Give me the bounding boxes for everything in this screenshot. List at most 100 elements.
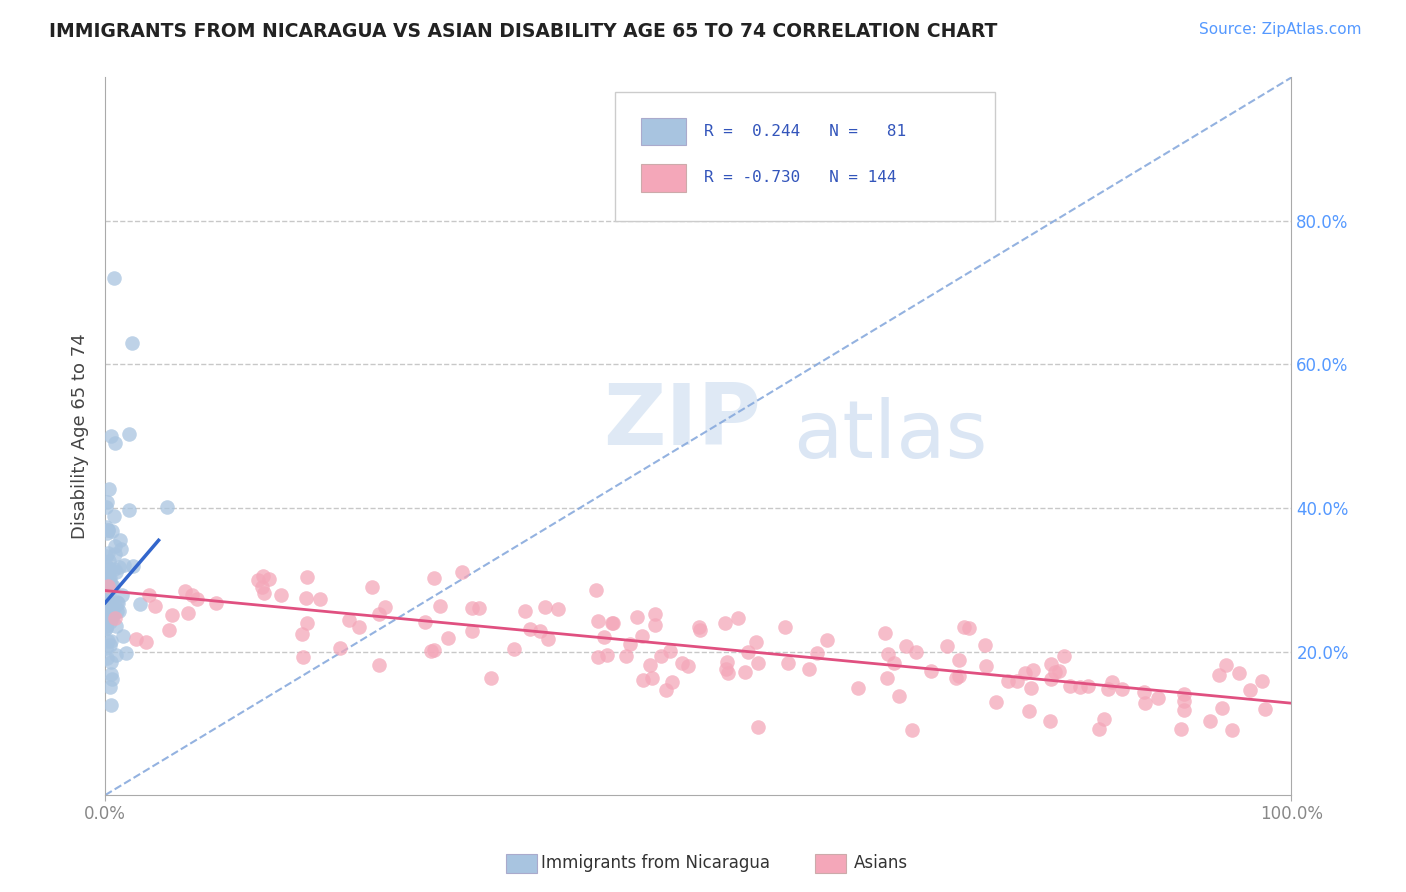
Point bbox=[655, 682, 678, 697]
Text: ZIP: ZIP bbox=[603, 380, 761, 464]
Point bbox=[644, 618, 666, 632]
Point bbox=[97, 554, 120, 568]
Point bbox=[1133, 685, 1156, 699]
Point bbox=[1239, 683, 1261, 698]
Point bbox=[105, 594, 128, 608]
Point bbox=[1211, 701, 1233, 715]
Point bbox=[270, 588, 292, 602]
Point bbox=[1007, 673, 1029, 688]
Point bbox=[671, 657, 693, 671]
Point bbox=[97, 594, 120, 608]
Point bbox=[413, 615, 436, 630]
Point bbox=[1173, 687, 1195, 701]
Point bbox=[773, 620, 796, 634]
Point bbox=[644, 607, 666, 621]
Point bbox=[104, 610, 127, 624]
Point bbox=[952, 620, 974, 634]
Point bbox=[100, 597, 122, 611]
Point bbox=[502, 642, 524, 657]
Point bbox=[1069, 681, 1091, 695]
Point bbox=[537, 632, 560, 646]
Y-axis label: Disability Age 65 to 74: Disability Age 65 to 74 bbox=[72, 334, 89, 539]
Point bbox=[1039, 672, 1062, 686]
Point bbox=[96, 574, 118, 588]
Point bbox=[96, 494, 118, 508]
Point bbox=[368, 658, 391, 673]
Point bbox=[593, 630, 616, 644]
Point bbox=[776, 657, 799, 671]
Point bbox=[883, 656, 905, 670]
Point bbox=[253, 586, 276, 600]
Point bbox=[104, 539, 127, 553]
Point bbox=[747, 657, 769, 671]
Point bbox=[135, 635, 157, 649]
Text: Immigrants from Nicaragua: Immigrants from Nicaragua bbox=[541, 854, 770, 871]
Text: IMMIGRANTS FROM NICARAGUA VS ASIAN DISABILITY AGE 65 TO 74 CORRELATION CHART: IMMIGRANTS FROM NICARAGUA VS ASIAN DISAB… bbox=[49, 22, 998, 41]
Point bbox=[112, 629, 135, 643]
Text: R =  0.244   N =   81: R = 0.244 N = 81 bbox=[704, 124, 907, 139]
Point bbox=[534, 600, 557, 615]
Point bbox=[108, 604, 131, 618]
Point bbox=[420, 643, 443, 657]
Point bbox=[104, 436, 127, 450]
Point bbox=[1039, 714, 1062, 729]
Point bbox=[98, 585, 121, 599]
Point bbox=[479, 671, 502, 685]
Point bbox=[1199, 714, 1222, 729]
Point bbox=[717, 665, 740, 680]
Point bbox=[1059, 679, 1081, 693]
Point bbox=[461, 624, 484, 639]
Point bbox=[714, 616, 737, 631]
Point bbox=[138, 588, 160, 602]
Point bbox=[329, 640, 352, 655]
Point bbox=[602, 616, 624, 631]
Point bbox=[160, 608, 183, 623]
Point bbox=[631, 629, 654, 643]
Point bbox=[98, 573, 121, 587]
Point bbox=[641, 671, 664, 685]
Point bbox=[107, 560, 129, 574]
Point bbox=[374, 600, 396, 615]
Point bbox=[180, 588, 202, 602]
Point bbox=[461, 601, 484, 615]
Point bbox=[97, 595, 120, 609]
Point bbox=[96, 640, 118, 655]
Point bbox=[100, 655, 122, 669]
Point bbox=[368, 607, 391, 621]
Point bbox=[97, 610, 120, 624]
Point bbox=[1077, 679, 1099, 693]
Point bbox=[846, 681, 869, 695]
Point bbox=[1173, 702, 1195, 716]
Point bbox=[96, 595, 118, 609]
Point bbox=[96, 500, 118, 515]
Point bbox=[422, 571, 444, 585]
Point bbox=[96, 587, 118, 601]
Point bbox=[143, 599, 166, 614]
Point bbox=[103, 271, 125, 285]
Point bbox=[103, 508, 125, 523]
Point bbox=[157, 623, 180, 637]
Point bbox=[252, 569, 274, 583]
Point bbox=[676, 658, 699, 673]
Point bbox=[257, 572, 280, 586]
Point bbox=[105, 604, 128, 618]
Point bbox=[1097, 682, 1119, 697]
Point bbox=[945, 671, 967, 685]
FancyBboxPatch shape bbox=[616, 92, 995, 221]
Point bbox=[423, 643, 446, 657]
Point bbox=[797, 661, 820, 675]
Point bbox=[596, 648, 619, 662]
Point bbox=[688, 619, 710, 633]
Point bbox=[600, 616, 623, 631]
Point bbox=[437, 631, 460, 645]
Point bbox=[100, 601, 122, 615]
Point bbox=[1135, 696, 1157, 710]
Point bbox=[901, 723, 924, 738]
Point bbox=[121, 558, 143, 573]
Point bbox=[97, 634, 120, 648]
Point bbox=[112, 558, 135, 573]
Point bbox=[96, 620, 118, 634]
Point bbox=[1088, 722, 1111, 736]
Point bbox=[948, 669, 970, 683]
Point bbox=[734, 665, 756, 679]
